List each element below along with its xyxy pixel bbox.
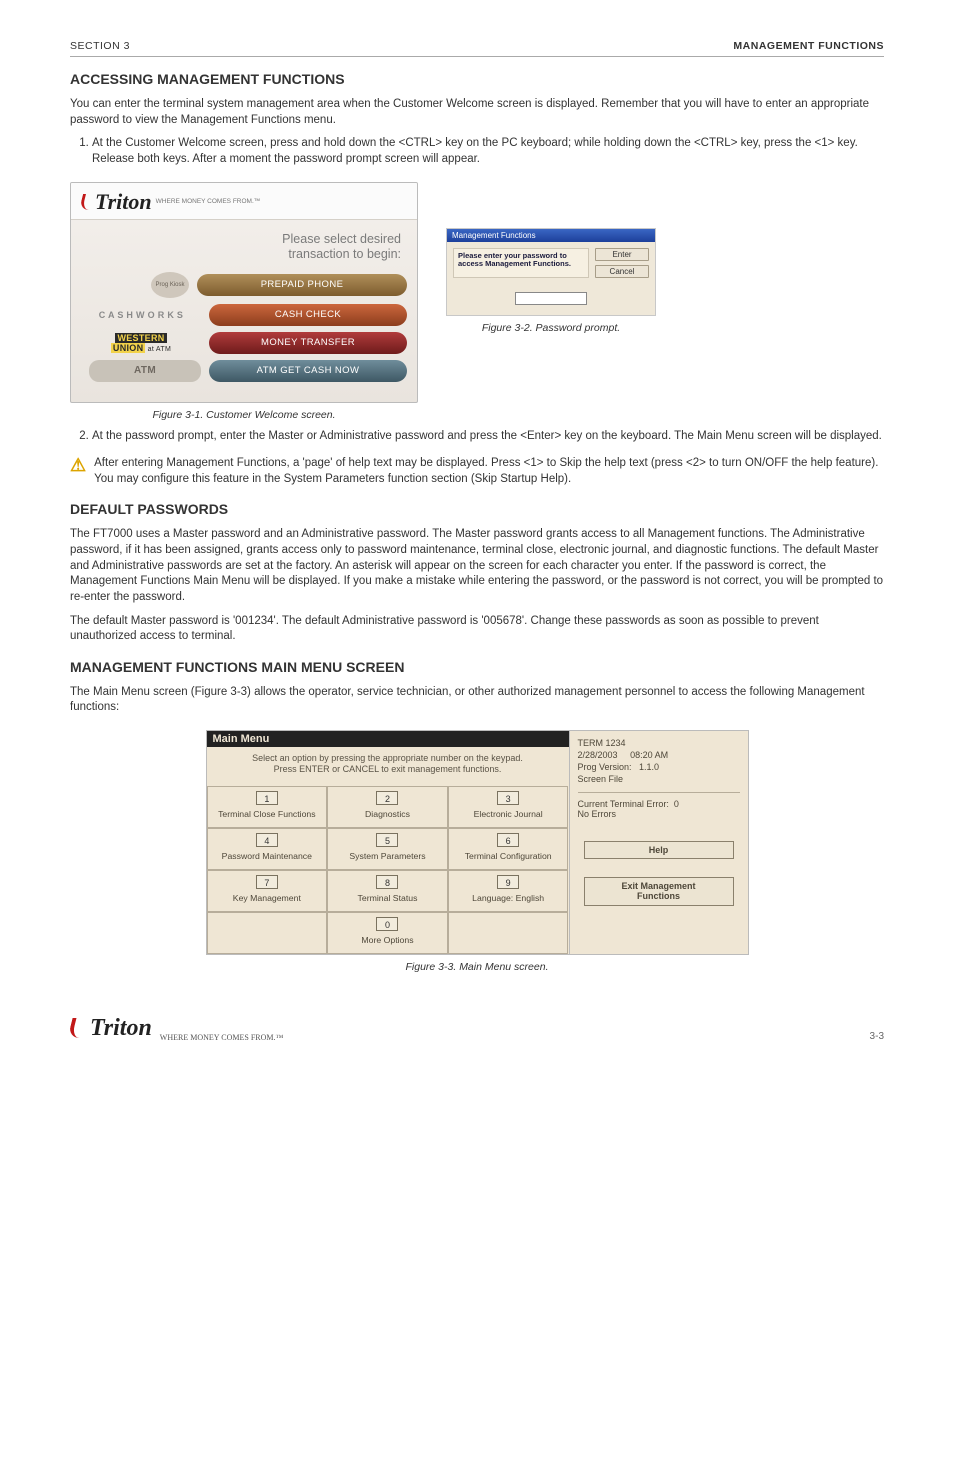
mm-cell-key-management[interactable]: 7Key Management [207,870,328,912]
atm-row-cashcheck: C A S H W O R K S CASH CHECK [81,304,407,326]
atm-welcome-mock: Triton WHERE MONEY COMES FROM.™ Please s… [70,182,418,403]
header-right: MANAGEMENT FUNCTIONS [733,40,884,52]
prog-version: Prog Version: 1.1.0 [578,761,740,773]
caption-password: Figure 3-2. Password prompt. [482,322,620,334]
caption-mainmenu: Figure 3-3. Main Menu screen. [70,961,884,973]
term-id: TERM 1234 [578,737,740,749]
atm-row-wu: WESTERN UNION at ATM MONEY TRANSFER [81,332,407,354]
main-menu-meta: TERM 1234 2/28/2003 08:20 AM Prog Versio… [578,737,740,793]
main-menu-grid: 1Terminal Close Functions 2Diagnostics 3… [207,786,569,954]
page-number: 3-3 [870,1031,884,1042]
access-step-2: At the password prompt, enter the Master… [92,429,884,445]
caption-welcome: Figure 3-1. Customer Welcome screen. [152,409,335,421]
atm-cta-line1: Please select desired [282,232,401,246]
main-menu-title: Main Menu [207,731,569,747]
main-menu-right: TERM 1234 2/28/2003 08:20 AM Prog Versio… [570,731,748,954]
mm-cell-terminal-close[interactable]: 1Terminal Close Functions [207,786,328,828]
password-prompt-text: Please enter your password to access Man… [453,248,589,278]
triton-swash-icon [79,194,93,210]
footer-logo-tag: WHERE MONEY COMES FROM.™ [160,1033,284,1042]
accessing-heading: ACCESSING MANAGEMENT FUNCTIONS [70,71,884,87]
mm-cell-system-parameters[interactable]: 5System Parameters [327,828,448,870]
prog-kiosk-icon: Prog Kiosk [151,272,189,298]
defaults-para2: The default Master password is '001234'.… [70,614,884,645]
password-titlebar: Management Functions [447,229,655,242]
mm-cell-terminal-status[interactable]: 8Terminal Status [327,870,448,912]
triton-swash-icon [68,1018,87,1038]
figure-row: Triton WHERE MONEY COMES FROM.™ Please s… [70,182,884,421]
atm-cta: Please select desired transaction to beg… [81,232,401,262]
cashworks-brand: C A S H W O R K S [81,310,201,320]
atm-row-atm: ATM ATM GET CASH NOW [81,360,407,382]
header-left: SECTION 3 [70,40,130,52]
cancel-button[interactable]: Cancel [595,265,649,278]
atm-get-cash-button[interactable]: ATM GET CASH NOW [209,360,407,382]
prepaid-phone-button[interactable]: PREPAID PHONE [197,274,407,296]
figure-welcome: Triton WHERE MONEY COMES FROM.™ Please s… [70,182,418,421]
atm-cta-line2: transaction to begin: [288,247,401,261]
terminal-error: Current Terminal Error: 0 No Errors [578,799,740,819]
defaults-para1: The FT7000 uses a Master password and an… [70,527,884,605]
help-button[interactable]: Help [584,841,734,859]
main-menu-instructions: Select an option by pressing the appropr… [207,747,569,786]
warning-icon: ⚠ [70,456,86,474]
mm-cell-password-maintenance[interactable]: 4Password Maintenance [207,828,328,870]
atm-brand: ATM [81,360,201,382]
main-menu-mock: Main Menu Select an option by pressing t… [206,730,749,955]
access-intro: You can enter the terminal system manage… [70,97,884,128]
mm-cell-electronic-journal[interactable]: 3Electronic Journal [448,786,569,828]
note-row: ⚠ After entering Management Functions, a… [70,456,884,487]
section-header: SECTION 3 MANAGEMENT FUNCTIONS [70,40,884,57]
note-text: After entering Management Functions, a '… [94,456,884,487]
password-dialog: Management Functions Please enter your p… [446,228,656,316]
mm-cell-more-options[interactable]: 0More Options [327,912,448,954]
exit-management-button[interactable]: Exit ManagementFunctions [584,877,734,907]
footer-logo-text: Triton [90,1015,152,1042]
triton-logo-tag: WHERE MONEY COMES FROM.™ [156,198,261,205]
access-steps: At the Customer Welcome screen, press an… [92,136,884,167]
access-steps-cont: At the password prompt, enter the Master… [92,429,884,445]
atm-logo-band: Triton WHERE MONEY COMES FROM.™ [71,183,417,220]
mainmenu-para: The Main Menu screen (Figure 3-3) allows… [70,685,884,716]
mm-cell-diagnostics[interactable]: 2Diagnostics [327,786,448,828]
atm-row-prepaid: Prog Kiosk PREPAID PHONE [81,272,407,298]
mainmenu-heading: MANAGEMENT FUNCTIONS MAIN MENU SCREEN [70,659,884,675]
screen-file: Screen File [578,773,740,785]
money-transfer-button[interactable]: MONEY TRANSFER [209,332,407,354]
mm-cell-language[interactable]: 9Language: English [448,870,569,912]
enter-button[interactable]: Enter [595,248,649,261]
footer-logo: Triton WHERE MONEY COMES FROM.™ [70,1015,283,1042]
figure-password: Management Functions Please enter your p… [446,228,656,334]
triton-logo-text: Triton [95,189,152,215]
mm-cell-empty-right [448,912,569,954]
cash-check-button[interactable]: CASH CHECK [209,304,407,326]
password-input[interactable] [515,292,587,305]
main-menu-left: Main Menu Select an option by pressing t… [207,731,570,954]
defaults-heading: DEFAULT PASSWORDS [70,501,884,517]
mm-cell-empty-left [207,912,328,954]
atm-body: Please select desired transaction to beg… [71,220,417,402]
mm-cell-terminal-configuration[interactable]: 6Terminal Configuration [448,828,569,870]
western-union-brand: WESTERN UNION at ATM [81,333,201,353]
term-datetime: 2/28/2003 08:20 AM [578,749,740,761]
access-step-1: At the Customer Welcome screen, press an… [92,136,884,167]
